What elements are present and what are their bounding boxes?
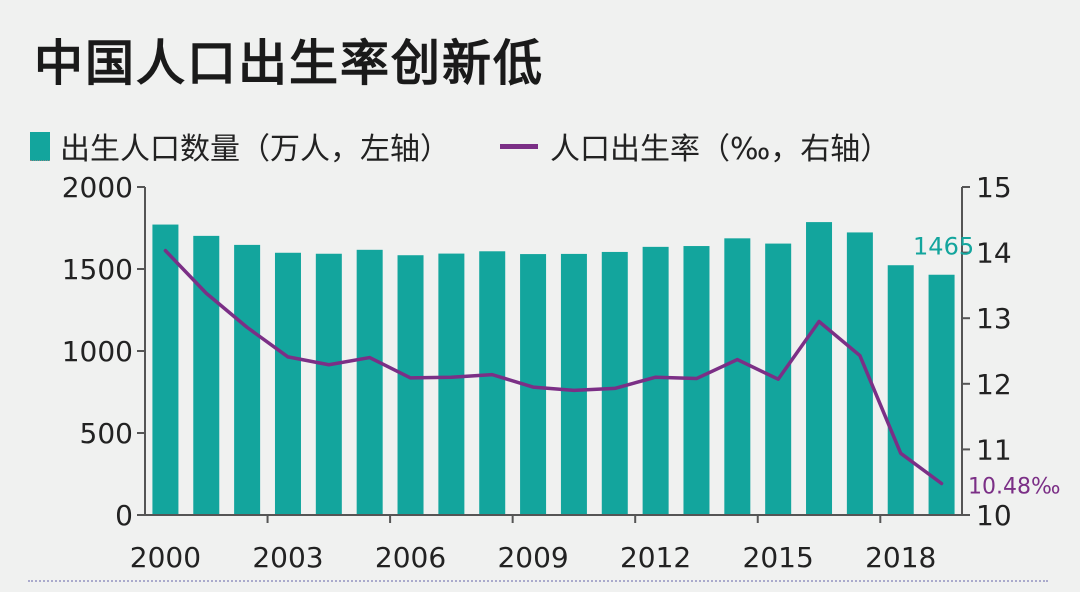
left-tick-label: 1000 — [62, 335, 133, 368]
bar-2014 — [724, 238, 751, 515]
last-rate-label: 10.48‰ — [968, 475, 1061, 500]
bar-2010 — [560, 253, 587, 516]
birth-rate-line — [163, 248, 944, 486]
bar-2005 — [356, 249, 383, 515]
legend-label-rate: 人口出生率（‰，右轴） — [550, 132, 891, 167]
left-tick-label: 0 — [115, 499, 133, 532]
x-tick-label: 2009 — [497, 541, 568, 574]
x-tick-label: 2003 — [252, 541, 323, 574]
bar-2006 — [397, 255, 424, 515]
bar-2008 — [479, 251, 506, 515]
legend-swatch-bar — [30, 131, 50, 161]
bar-2011 — [601, 251, 628, 515]
bar-2018 — [887, 265, 914, 515]
right-tick-label: 14 — [976, 237, 1012, 270]
x-tick-label: 2018 — [865, 541, 936, 574]
bar-2004 — [315, 253, 342, 516]
bar-2000 — [152, 224, 179, 515]
page-title: 中国人口出生率创新低 — [34, 35, 545, 92]
bar-2003 — [274, 252, 301, 515]
right-tick-label: 10 — [976, 499, 1012, 532]
x-tick-label: 2006 — [375, 541, 446, 574]
bar-2001 — [193, 235, 220, 515]
bar-2013 — [683, 246, 710, 516]
bar-2002 — [234, 244, 261, 515]
legend-swatch-line — [500, 143, 538, 149]
left-tick-label: 500 — [80, 417, 133, 450]
chart-legend: 出生人口数量（万人，左轴） 人口出生率（‰，右轴） — [0, 124, 1080, 167]
legend-item-rate: 人口出生率（‰，右轴） — [500, 124, 890, 168]
left-tick-label: 2000 — [62, 171, 133, 204]
right-tick-label: 12 — [976, 368, 1012, 401]
left-tick-label: 1500 — [62, 253, 133, 286]
x-tick-label: 2000 — [130, 541, 201, 574]
legend-label-births: 出生人口数量（万人，左轴） — [60, 132, 450, 167]
right-tick-label: 11 — [976, 433, 1012, 466]
x-tick-label: 2015 — [743, 541, 814, 574]
right-tick-label: 13 — [976, 302, 1012, 335]
footer-divider — [28, 580, 1048, 582]
bar-2007 — [438, 253, 465, 516]
legend-item-births: 出生人口数量（万人，左轴） — [30, 124, 450, 168]
last-bar-label: 1465 — [913, 233, 974, 261]
bar-2016 — [806, 222, 833, 515]
x-tick-label: 2012 — [620, 541, 691, 574]
right-tick-label: 15 — [976, 171, 1012, 204]
